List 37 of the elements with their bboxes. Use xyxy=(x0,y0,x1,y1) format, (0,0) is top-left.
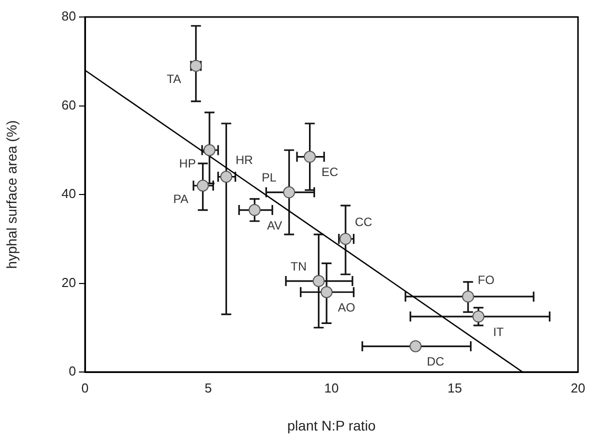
point xyxy=(320,286,333,298)
x-tick-label: 10 xyxy=(324,380,339,396)
point xyxy=(462,290,474,303)
y-tick-label: 0 xyxy=(68,364,76,379)
annotation: AV xyxy=(267,218,282,232)
x-tick-label: 5 xyxy=(204,380,212,396)
annotation: FO xyxy=(478,272,494,287)
point xyxy=(248,204,261,216)
annotation: EC xyxy=(321,165,338,180)
annotation: AO xyxy=(338,300,356,314)
annotation: DC xyxy=(426,354,445,369)
annotation: CC xyxy=(354,215,373,230)
y-tick-label: 60 xyxy=(62,97,76,112)
y-tick-label: 80 xyxy=(62,8,76,24)
x-axis-title: plant N:P ratio xyxy=(287,417,376,434)
point xyxy=(283,186,296,198)
annotation: HR xyxy=(236,153,254,168)
x-tick-label: 20 xyxy=(570,380,586,396)
annotation: PA xyxy=(173,192,188,206)
annotation: TN xyxy=(290,259,307,274)
y-tick-label: 20 xyxy=(62,274,76,290)
point xyxy=(472,310,484,323)
annotation: HP xyxy=(179,156,196,170)
y-tick-label: 40 xyxy=(62,186,76,202)
point xyxy=(312,275,325,288)
annotation: PL xyxy=(262,170,277,185)
point xyxy=(220,170,232,183)
annotation: IT xyxy=(493,324,504,339)
point xyxy=(340,232,352,245)
point xyxy=(410,340,422,352)
point xyxy=(196,180,209,192)
annotation: TA xyxy=(166,72,182,86)
point xyxy=(304,150,316,163)
x-tick-label: 0 xyxy=(81,380,89,396)
point xyxy=(203,144,216,156)
y-axis-title: hyphal surface area (%) xyxy=(3,120,20,269)
x-tick-label: 15 xyxy=(448,380,462,396)
